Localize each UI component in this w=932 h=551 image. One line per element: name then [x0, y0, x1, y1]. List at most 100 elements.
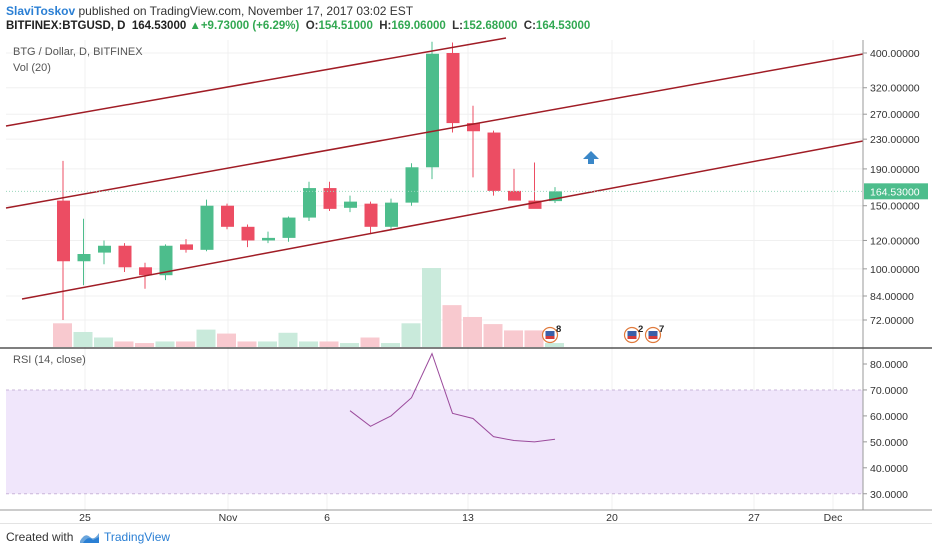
volume-bar [258, 341, 277, 347]
event-count-label: 2 [638, 324, 643, 335]
rsi-series [349, 352, 556, 443]
trend-line[interactable] [5, 37, 507, 127]
volume-bar [278, 332, 298, 347]
volume-bar [422, 268, 441, 347]
change-value: +9.73000 (+6.29%) [200, 20, 300, 32]
rsi-line [349, 352, 556, 443]
publish-line: SlaviToskov published on TradingView.com… [6, 4, 413, 18]
candle-body [446, 53, 460, 124]
triangle-up-icon: ▲ [189, 20, 201, 32]
time-tick-label: 13 [462, 512, 474, 523]
flag-canton-icon [648, 331, 658, 336]
volume-bar [155, 341, 175, 347]
trend-line[interactable] [5, 53, 864, 209]
volume-bar [340, 343, 359, 347]
candles [57, 41, 562, 320]
tradingview-brand-link[interactable]: TradingView [104, 530, 171, 544]
volume-bar [53, 323, 72, 347]
rsi-band-fill [6, 389, 863, 494]
volume-bar [381, 343, 400, 347]
price-tick-label: 190.00000 [870, 164, 920, 176]
tradingview-logo-icon[interactable] [79, 529, 101, 545]
rsi-tick-label: 60.0000 [870, 411, 908, 423]
candle-body [180, 244, 193, 250]
last-price-tag-label: 164.53000 [870, 186, 920, 198]
volume-bar [237, 341, 257, 347]
chart-canvas[interactable]: 400.00000 320.00000 270.00000 230.00000 190.… [0, 0, 932, 523]
flag-canton-icon [627, 331, 637, 336]
candle-body [528, 200, 542, 209]
published-text: published on TradingView.com, November 1… [78, 4, 414, 18]
flag-stripes-icon [648, 336, 658, 339]
volume-bar [524, 330, 544, 347]
rsi-tick-label: 30.0000 [870, 489, 908, 501]
time-tick-label: 25 [79, 512, 91, 523]
volume-bar [73, 331, 93, 347]
volume-bar [463, 316, 482, 347]
rsi-title: RSI (14, close) [13, 354, 86, 366]
candle-body [57, 200, 70, 262]
rsi-tick-label: 80.0000 [870, 359, 908, 371]
candle-body [262, 237, 275, 241]
volume-bar [360, 337, 380, 347]
event-count-label: 8 [556, 324, 561, 335]
high-value: 169.06000 [391, 20, 446, 32]
rsi-band [6, 389, 863, 495]
volume-bar [319, 341, 339, 347]
trend-lines[interactable] [5, 37, 864, 300]
price-tick-label: 120.00000 [870, 235, 920, 247]
price-tick-label: 72.00000 [870, 315, 914, 327]
price-tick-label: 84.00000 [870, 291, 914, 303]
chart-title: BTG / Dollar, D, BITFINEX [13, 46, 143, 58]
volume-bar [94, 337, 113, 347]
created-with-text: Created with [6, 530, 74, 544]
last-price: 164.53000 [131, 20, 187, 32]
candle-body [385, 202, 398, 227]
flag-canton-icon [545, 331, 555, 336]
volume-label: Vol (20) [13, 62, 51, 74]
ohlc-line: BITFINEX:BTGUSD, D 164.53000 ▲+9.73000 (… [6, 20, 590, 32]
price-tick-label: 320.00000 [870, 83, 920, 95]
axes: 400.00000 320.00000 270.00000 230.00000 190.… [0, 40, 932, 523]
chart-header: SlaviToskov published on TradingView.com… [0, 0, 932, 38]
candle-body [364, 203, 378, 227]
candle-body [200, 205, 214, 250]
candle-body [98, 245, 111, 253]
volume-bar [483, 324, 503, 347]
last-price-tag [864, 183, 928, 200]
volume-bar [545, 343, 564, 347]
footer: Created with TradingView [0, 523, 932, 551]
rsi-tick-label: 70.0000 [870, 385, 908, 397]
close-value: 164.53000 [535, 20, 591, 32]
low-value: 152.68000 [463, 20, 518, 32]
candle-body [426, 53, 439, 168]
candle-body [508, 190, 521, 201]
time-tick-label: 20 [606, 512, 618, 523]
candle-body [118, 245, 132, 268]
candle-body [405, 167, 419, 203]
price-tick-label: 100.00000 [870, 264, 920, 276]
volume-bar [217, 333, 236, 347]
event-markers[interactable]: 8 2 7 [541, 324, 665, 344]
candle-body [487, 132, 501, 191]
volume-bar [196, 329, 216, 347]
rsi-tick-label: 40.0000 [870, 463, 908, 475]
event-count-label: 7 [659, 324, 664, 335]
open-label: O: [305, 20, 319, 32]
chart-labels: BTG / Dollar, D, BITFINEX Vol (20) RSI (… [13, 46, 143, 366]
volume-bar [504, 330, 523, 347]
candle-body [323, 188, 337, 209]
author-link[interactable]: SlaviToskov [6, 4, 76, 18]
candle-body [282, 217, 296, 238]
volume-bar [176, 341, 195, 347]
time-tick-label: Nov [219, 512, 238, 523]
candle-body [139, 267, 152, 276]
price-tick-label: 270.00000 [870, 109, 920, 121]
candle-body [549, 191, 562, 202]
trend-line[interactable] [21, 140, 864, 300]
rsi-tick-label: 50.0000 [870, 437, 908, 449]
flag-stripes-icon [627, 336, 637, 339]
candle-body [159, 245, 173, 276]
time-tick-label: Dec [824, 512, 843, 523]
flag-stripes-icon [545, 336, 555, 339]
